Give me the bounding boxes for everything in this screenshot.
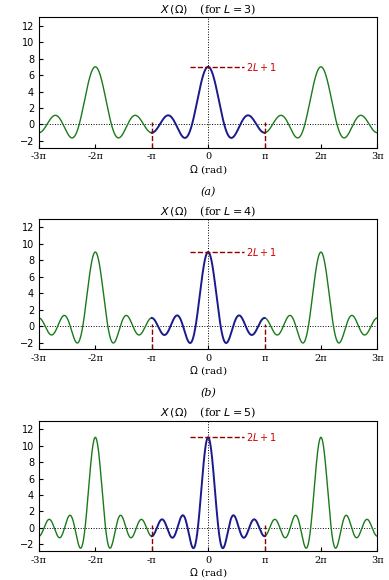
Text: $2L+1$: $2L+1$ xyxy=(246,432,277,443)
X-axis label: $\Omega$ (rad): $\Omega$ (rad) xyxy=(189,364,227,378)
Title: $X\,(\Omega)$$\;\;\;$ (for $L=5$): $X\,(\Omega)$$\;\;\;$ (for $L=5$) xyxy=(160,406,256,420)
Text: $2L+1$: $2L+1$ xyxy=(246,246,277,258)
Text: (a): (a) xyxy=(200,187,216,197)
Title: $X\,(\Omega)$$\;\;\;$ (for $L=3$): $X\,(\Omega)$$\;\;\;$ (for $L=3$) xyxy=(160,2,256,17)
Text: $2L+1$: $2L+1$ xyxy=(246,61,277,73)
X-axis label: $\Omega$ (rad): $\Omega$ (rad) xyxy=(189,566,227,579)
Title: $X\,(\Omega)$$\;\;\;$ (for $L=4$): $X\,(\Omega)$$\;\;\;$ (for $L=4$) xyxy=(160,204,256,219)
Text: (b): (b) xyxy=(200,389,216,398)
X-axis label: $\Omega$ (rad): $\Omega$ (rad) xyxy=(189,163,227,176)
